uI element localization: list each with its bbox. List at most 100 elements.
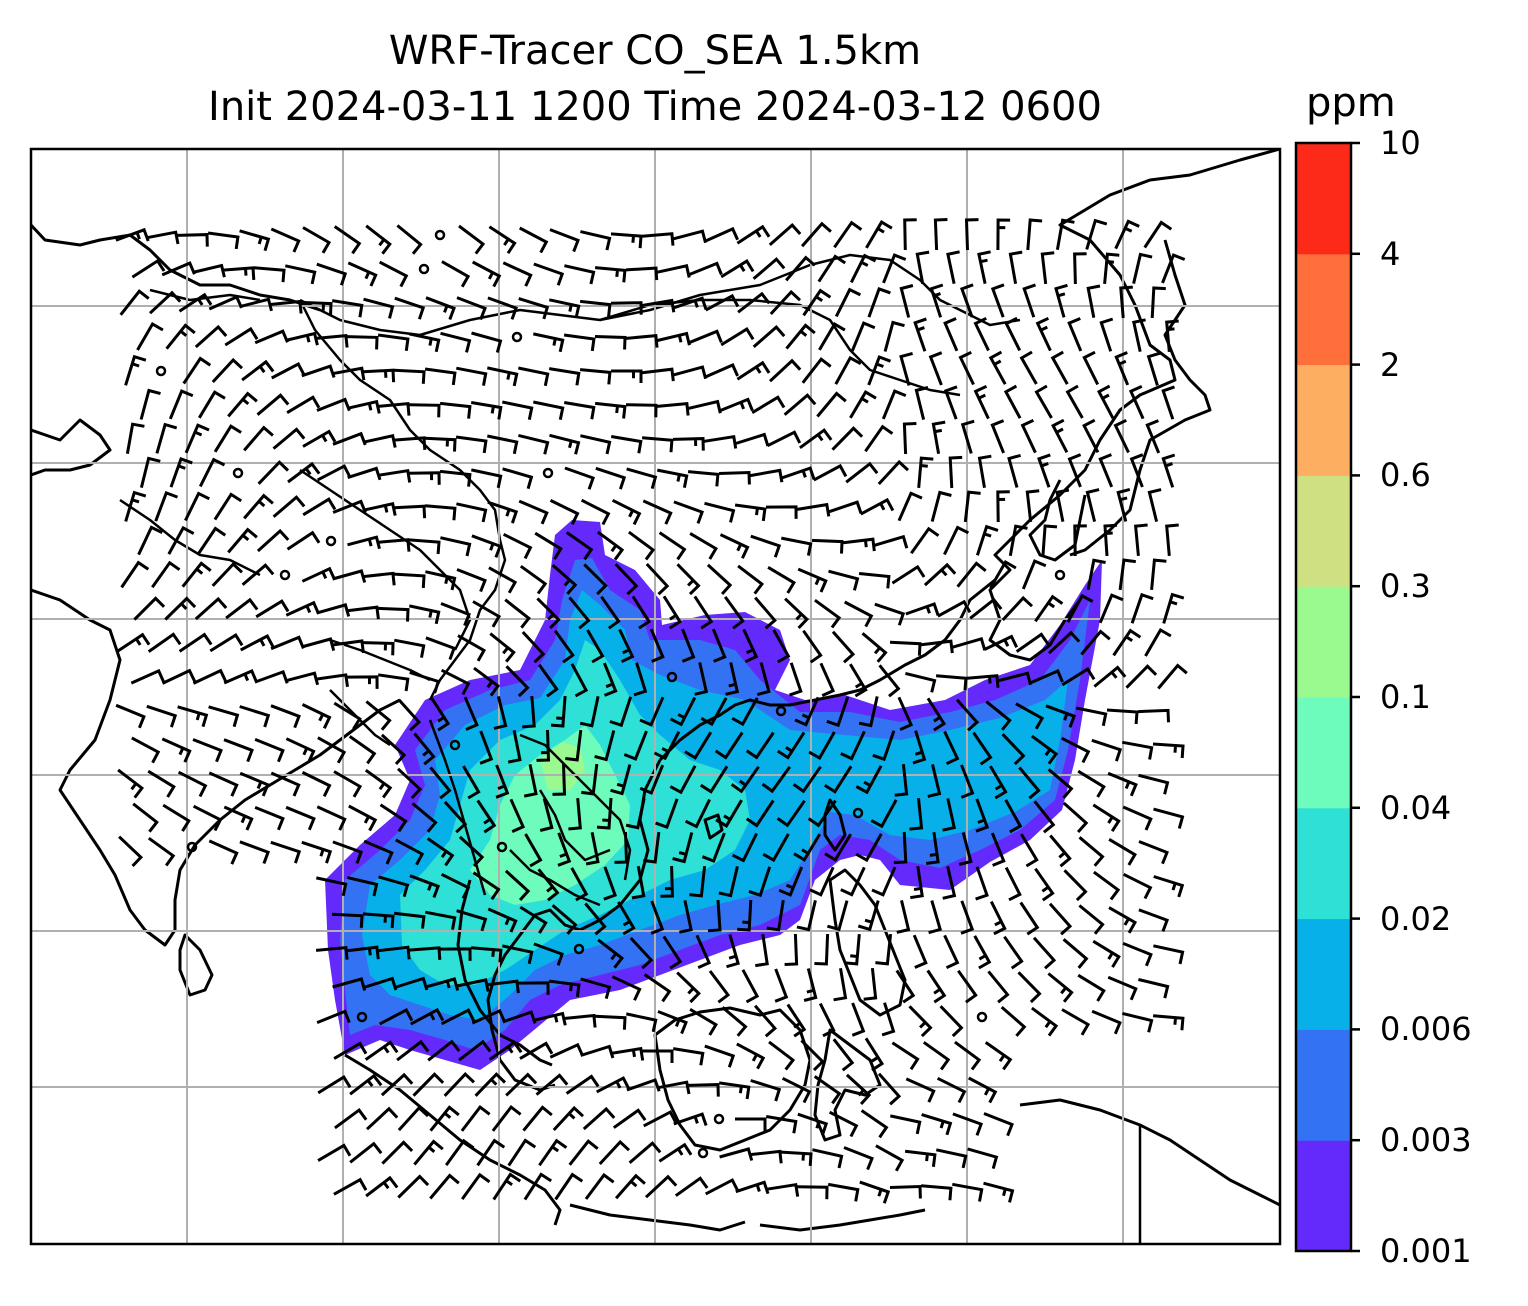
wind-barb [711, 628, 727, 663]
wind-barb [833, 220, 863, 249]
wind-barb [643, 1110, 678, 1128]
wind-barb [487, 434, 519, 455]
wind-barb [633, 662, 648, 697]
wind-barb [808, 731, 836, 761]
wind-barb [896, 900, 911, 934]
wind-barb [797, 567, 828, 593]
wind-barb [598, 1139, 631, 1166]
wind-barb [502, 532, 533, 560]
wind-barb [695, 934, 712, 969]
wind-barb [365, 224, 392, 255]
wind-barb [894, 763, 909, 797]
wind-barb [996, 490, 1010, 523]
wind-barb [1050, 350, 1069, 385]
wind-barb [124, 354, 147, 386]
wind-barb [877, 1072, 902, 1106]
wind-barb [1108, 906, 1138, 934]
border-china-mongolia [599, 298, 961, 397]
wind-barb [1085, 218, 1108, 250]
wind-barb [1065, 384, 1084, 419]
wind-barb [522, 695, 536, 729]
wind-barb [502, 261, 533, 287]
wind-barb [877, 459, 910, 486]
wind-barb [614, 563, 639, 596]
wind-barb [990, 832, 1006, 867]
map-title-line-2: Init 2024-03-11 1200 Time 2024-03-12 060… [208, 84, 1102, 130]
wind-barb [902, 422, 917, 455]
colorbar-segment [1296, 697, 1351, 809]
wind-barb [155, 422, 178, 454]
wind-barb [867, 355, 892, 386]
wind-barb [851, 1002, 866, 1037]
wind-barb [579, 368, 612, 385]
wind-barb [826, 696, 850, 728]
wind-barb [929, 283, 944, 318]
wind-barb [673, 365, 708, 380]
wind-barb [840, 730, 866, 761]
wind-barb [537, 868, 560, 902]
wind-barb [269, 299, 303, 314]
wind-barb [1019, 901, 1040, 936]
wind-barb [550, 695, 567, 728]
wind-barb [131, 736, 161, 764]
wind-barb [946, 250, 960, 285]
wind-barb [440, 668, 471, 696]
wind-barb [785, 323, 816, 350]
wind-barb [768, 358, 802, 383]
wind-barb [704, 1044, 736, 1068]
wind-barb [1161, 385, 1175, 420]
wind-barb [781, 1076, 812, 1104]
border-laos [538, 789, 611, 862]
wind-barb [346, 945, 380, 960]
wind-barb [1147, 488, 1162, 522]
wind-barb [658, 1142, 693, 1163]
colorbar-segment [1296, 1140, 1351, 1252]
wind-barb [905, 1077, 936, 1103]
wind-barb [891, 564, 926, 585]
wind-barb [642, 1049, 674, 1063]
wind-barb [456, 502, 488, 523]
wind-barb [365, 1175, 399, 1198]
wind-barb [1026, 218, 1043, 251]
wind-barb [333, 1177, 368, 1196]
wind-barb [730, 765, 760, 794]
wind-barb [811, 538, 844, 554]
wind-barb [551, 904, 578, 935]
wind-barb [781, 466, 816, 480]
wind-barb [169, 456, 193, 488]
wind-barb [223, 738, 254, 763]
wind-barb [1049, 834, 1072, 868]
wind-barb [628, 1141, 662, 1164]
wind-barb [139, 456, 161, 488]
wind-barb [1082, 350, 1100, 386]
wind-barb [427, 1039, 461, 1062]
wind-barb [912, 934, 928, 969]
wind-barb [439, 469, 472, 487]
wind-barb [151, 560, 181, 589]
wind-barb [926, 697, 947, 732]
wind-barb [875, 933, 893, 966]
wind-barb [813, 463, 848, 482]
wind-barb [801, 357, 832, 384]
wind-barb [316, 262, 348, 286]
wind-barb [534, 531, 563, 560]
wind-barb [1008, 250, 1023, 285]
wind-barb [749, 468, 784, 483]
wind-barb [611, 369, 643, 383]
wind-barb [660, 865, 674, 898]
map-frame [29, 147, 1282, 1246]
wind-barb [688, 399, 722, 414]
wind-barb [611, 498, 642, 526]
wind-barb [933, 218, 948, 251]
wind-barb [1145, 419, 1161, 454]
wind-barb [1118, 558, 1136, 591]
wind-barb [1035, 316, 1052, 352]
wind-barb [975, 866, 989, 901]
coastline-lesser-sunda [759, 1208, 926, 1232]
wind-barb [960, 764, 975, 799]
wind-barb [517, 981, 550, 995]
colorbar-frame [1294, 141, 1353, 1253]
calm-wind-marker [542, 467, 554, 479]
wind-barb [182, 356, 212, 385]
wind-barb [486, 366, 519, 387]
